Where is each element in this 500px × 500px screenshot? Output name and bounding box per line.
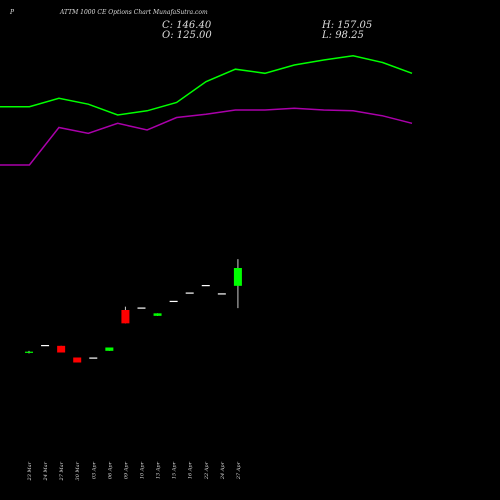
open-value: O: 125.00: [162, 30, 212, 41]
chart-title: ATTM 1000 CE Options Chart MunafaSutra.c…: [60, 9, 208, 16]
candle-body: [121, 310, 130, 324]
x-tick-label: 10 Apr: [139, 461, 145, 479]
candle: [201, 285, 210, 287]
candle-body: [105, 347, 114, 351]
x-tick-label: 27 Apr: [236, 461, 242, 480]
x-tick-label: 16 Apr: [188, 461, 194, 479]
x-tick-label: 24 Apr: [220, 461, 226, 480]
low-value: L: 98.25: [322, 30, 364, 41]
symbol-label: P: [10, 9, 15, 16]
x-tick-label: 23 Mar: [27, 461, 33, 481]
candle: [41, 345, 50, 347]
candle-body: [233, 268, 242, 286]
candle: [153, 313, 162, 316]
x-tick-label: 09 Apr: [123, 461, 129, 479]
x-tick-label: 03 Apr: [91, 461, 97, 479]
candle: [233, 259, 242, 309]
candle-body: [137, 307, 146, 309]
candle-body: [41, 345, 50, 347]
candle-body: [73, 357, 82, 363]
candle-body: [57, 345, 66, 353]
x-tick-label: 30 Mar: [75, 461, 81, 480]
candle: [89, 357, 98, 359]
candle-body: [89, 357, 98, 359]
candle: [105, 347, 114, 351]
x-tick-label: 24 Mar: [43, 461, 49, 481]
upper-band-line: [0, 55, 413, 116]
candle: [57, 345, 66, 353]
x-tick-label: 27 Mar: [59, 461, 65, 481]
candle-body: [185, 292, 194, 294]
candle: [73, 357, 82, 363]
candle-body: [217, 293, 226, 295]
candle: [25, 350, 33, 354]
x-tick-label: 06 Apr: [107, 461, 113, 479]
x-tick-label: 13 Apr: [156, 461, 162, 479]
candle-body: [153, 313, 162, 316]
candles: [25, 259, 242, 363]
band-lines: [0, 55, 413, 166]
candle-body: [201, 285, 210, 287]
high-value: H: 157.05: [322, 20, 373, 31]
candle: [185, 292, 194, 294]
candle-body: [25, 351, 33, 353]
candle: [217, 293, 226, 295]
candle: [169, 300, 178, 303]
x-axis-tick-labels: 23 Mar 24 Mar 27 Mar 30 Mar 03 Apr 06 Apr 09 A…: [27, 461, 242, 481]
x-tick-label: 15 Apr: [172, 461, 178, 479]
candle-body: [169, 300, 178, 303]
close-value: C: 146.40: [162, 20, 212, 31]
candle: [121, 306, 130, 324]
candle: [137, 307, 146, 309]
lower-band-line: [0, 107, 413, 166]
x-tick-label: 22 Apr: [204, 461, 210, 480]
